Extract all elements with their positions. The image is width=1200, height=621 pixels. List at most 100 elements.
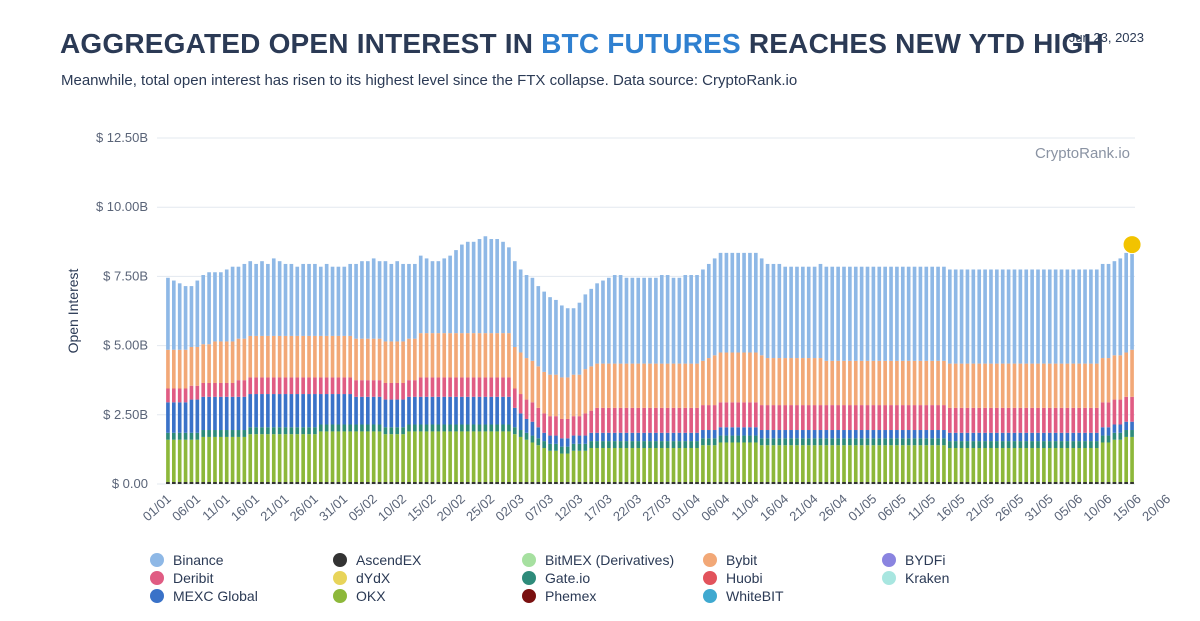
bar-segment [177, 402, 182, 433]
bar-base [330, 482, 335, 484]
bar-segment [260, 427, 264, 435]
bar-segment [618, 275, 623, 364]
bar-segment [166, 388, 170, 403]
x-tick-label: 20/02 [434, 491, 468, 524]
bar-segment [895, 445, 899, 484]
bar-segment [1012, 269, 1017, 364]
x-tick-label: 31/01 [316, 491, 350, 524]
bar-segment [742, 402, 746, 428]
bar-segment [601, 280, 605, 364]
bar-segment [571, 416, 576, 436]
bar-segment [601, 407, 605, 433]
bar-segment [624, 363, 629, 408]
bar-segment [724, 427, 729, 436]
bar-segment [354, 263, 358, 339]
legend-item[interactable]: Binance [150, 552, 224, 568]
bar-segment [636, 363, 641, 408]
legend-item[interactable]: Kraken [882, 570, 949, 586]
legend-item[interactable]: BYDFi [882, 552, 945, 568]
bar-segment [530, 277, 535, 361]
bar-segment [906, 405, 911, 431]
legend-item[interactable]: MEXC Global [150, 588, 258, 604]
bar-segment [665, 448, 670, 484]
bar-segment [689, 363, 693, 408]
bar-segment [360, 431, 364, 484]
y-tick-label: $ 2.50B [103, 407, 148, 422]
x-tick-label: 15/06 [1110, 491, 1144, 524]
bar-segment [1030, 448, 1034, 484]
bar-segment [448, 431, 452, 484]
bar-base [630, 482, 635, 484]
bar-segment [512, 388, 517, 408]
bar-segment [824, 430, 829, 439]
bar-segment [224, 436, 229, 484]
bar-segment [254, 394, 258, 428]
bar-segment [648, 363, 652, 408]
bar-segment [865, 405, 870, 431]
bar-segment [536, 407, 541, 428]
legend-label: WhiteBIT [726, 588, 784, 604]
bar-segment [1059, 441, 1064, 449]
bar-segment [236, 436, 241, 484]
legend-item[interactable]: OKX [333, 588, 386, 604]
bar-base [383, 482, 388, 484]
bar-segment [518, 436, 523, 484]
bar-segment [318, 266, 323, 336]
bar-base [524, 482, 529, 484]
bar-base [560, 482, 564, 484]
bar-segment [318, 394, 323, 425]
bar-segment [783, 358, 788, 406]
bar-segment [706, 263, 711, 359]
bar-segment [759, 405, 764, 431]
bar-segment [554, 299, 558, 375]
legend-item[interactable]: AscendEX [333, 552, 421, 568]
bar-base [601, 482, 605, 484]
bar-segment [401, 382, 405, 400]
bar-segment [677, 432, 682, 442]
bar-segment [695, 441, 699, 449]
legend-item[interactable]: BitMEX (Derivatives) [522, 552, 674, 568]
bar-base [724, 482, 729, 484]
bar-segment [471, 333, 476, 378]
bar-segment [1042, 432, 1046, 442]
bar-segment [712, 405, 717, 431]
bar-base [230, 482, 235, 484]
legend-item[interactable]: Phemex [522, 588, 596, 604]
bar-segment [230, 396, 235, 431]
legend-item[interactable]: Bybit [703, 552, 757, 568]
bar-segment [795, 358, 799, 406]
bar-segment [219, 272, 223, 342]
bar-segment [166, 277, 170, 350]
bar-segment [354, 424, 358, 432]
legend-item[interactable]: Deribit [150, 570, 213, 586]
bar-segment [859, 445, 864, 484]
legend-item[interactable]: WhiteBIT [703, 588, 784, 604]
bar-base [924, 482, 929, 484]
bar-segment [806, 405, 811, 431]
bar-segment [465, 431, 470, 484]
legend-item[interactable]: dYdX [333, 570, 390, 586]
bar-segment [383, 427, 388, 435]
legend-item[interactable]: Gate.io [522, 570, 590, 586]
bar-segment [172, 439, 176, 484]
bar-segment [430, 261, 435, 334]
bar-segment [730, 435, 735, 443]
bar-segment [524, 358, 529, 400]
legend-item[interactable]: Huobi [703, 570, 763, 586]
bar-segment [277, 261, 282, 336]
bar-segment [665, 432, 670, 442]
bar-segment [1000, 269, 1005, 364]
bar-segment [654, 407, 658, 433]
bar-base [254, 482, 258, 484]
bar-segment [848, 405, 852, 431]
bar-segment [889, 266, 893, 361]
bar-segment [1030, 407, 1034, 433]
bar-base [812, 482, 817, 484]
bar-segment [389, 399, 394, 428]
bar-segment [366, 424, 370, 432]
bar-segment [1106, 427, 1111, 436]
bar-segment [983, 441, 987, 449]
bar-segment [789, 405, 793, 431]
bar-segment [183, 432, 188, 440]
bar-segment [783, 445, 788, 484]
